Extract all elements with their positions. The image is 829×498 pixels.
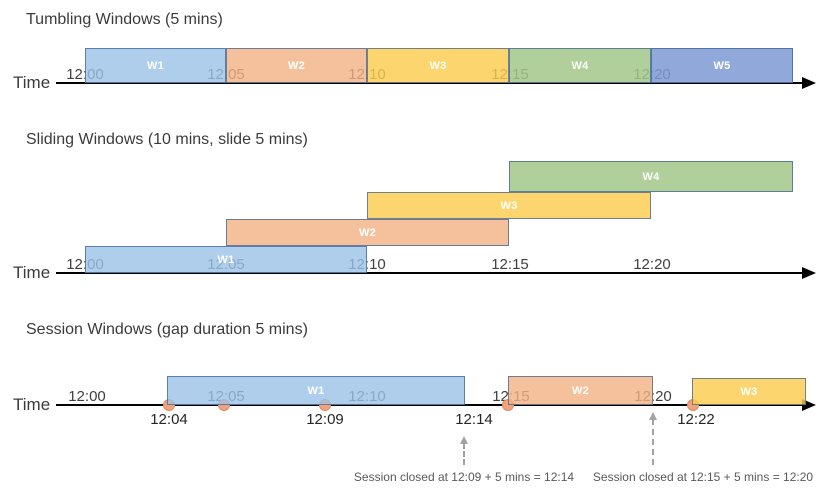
session-close-arrow-icon (459, 436, 469, 465)
window-label: W2 (571, 384, 590, 397)
window-label: W2 (287, 59, 306, 72)
arrowhead-up-icon (648, 412, 657, 420)
section-title-session: Session Windows (gap duration 5 mins) (26, 321, 308, 338)
window-label: W1 (307, 384, 325, 397)
time-axis-sliding (56, 272, 804, 274)
event-time-label-1214: 12:14 (455, 411, 493, 428)
window-label: W5 (713, 59, 731, 72)
time-axis-arrowhead-icon-sliding (802, 267, 816, 279)
window-session-w1: W1 (167, 376, 465, 405)
session-close-note: Session closed at 12:09 + 5 mins = 12:14 (353, 470, 575, 484)
window-tumbling-w4: W4 (509, 48, 651, 83)
axis-tick-label-sliding-1220: 12:20 (633, 256, 671, 273)
section-title-sliding: Sliding Windows (10 mins, slide 5 mins) (26, 131, 308, 148)
window-label: W4 (571, 59, 589, 72)
window-tumbling-w5: W5 (651, 48, 793, 83)
window-sliding-w3: W3 (367, 192, 651, 219)
axis-tick-label-session-1200: 12:00 (68, 388, 106, 405)
window-label: W4 (642, 170, 660, 183)
window-session-w3: W3 (692, 378, 806, 405)
time-axis-label-session: Time (13, 395, 51, 414)
window-tumbling-w1: W1 (85, 48, 226, 83)
session-close-arrow-icon (648, 412, 658, 465)
arrowhead-up-icon (459, 436, 468, 444)
window-tumbling-w3: W3 (367, 48, 509, 83)
window-label: W3 (500, 199, 518, 212)
time-axis-label-tumbling: Time (13, 73, 51, 92)
section-title-tumbling: Tumbling Windows (5 mins) (26, 11, 223, 28)
window-label: W3 (740, 385, 758, 398)
arrow-dashed-stem (463, 443, 465, 465)
session-close-note: Session closed at 12:15 + 5 mins = 12:20 (592, 470, 814, 484)
window-sliding-w2: W2 (226, 219, 509, 246)
window-tumbling-w2: W2 (226, 48, 367, 83)
window-sliding-w4: W4 (509, 161, 793, 192)
event-time-label-1209: 12:09 (306, 411, 344, 428)
window-label: W1 (217, 253, 235, 266)
event-time-label-1204: 12:04 (150, 411, 188, 428)
time-axis-arrowhead-icon-tumbling (802, 77, 816, 89)
window-sliding-w1: W1 (85, 246, 367, 273)
window-session-w2: W2 (508, 376, 653, 405)
arrow-dashed-stem (652, 419, 654, 465)
event-time-label-1222: 12:22 (677, 411, 715, 428)
window-label: W3 (429, 59, 447, 72)
window-label: W2 (358, 226, 377, 239)
time-axis-session (56, 404, 804, 406)
time-axis-label-sliding: Time (13, 263, 51, 282)
axis-tick-label-sliding-1215: 12:15 (491, 256, 529, 273)
window-label: W1 (146, 59, 165, 72)
time-axis-tumbling (56, 82, 804, 84)
